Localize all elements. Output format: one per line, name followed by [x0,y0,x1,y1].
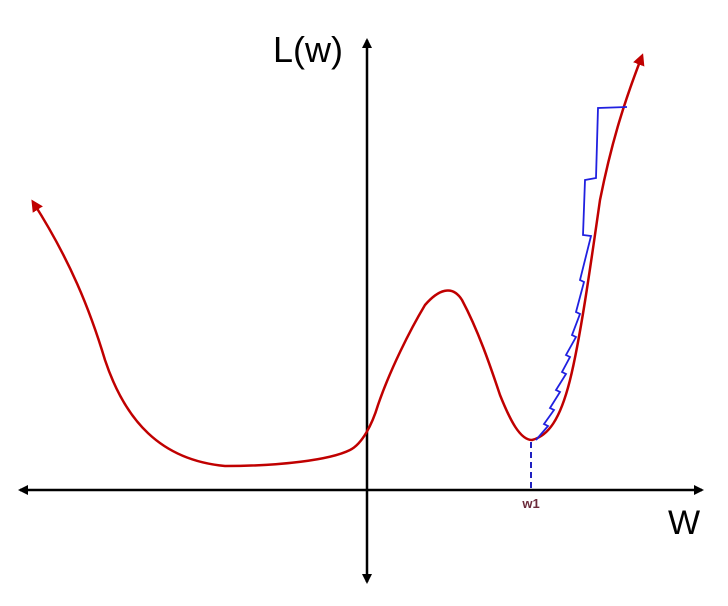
descent-steps [535,106,628,441]
y-axis-label: L(w) [273,29,343,70]
x-axis-label: W [668,504,700,542]
w1-label: w1 [521,496,539,511]
loss-curve [31,53,645,468]
